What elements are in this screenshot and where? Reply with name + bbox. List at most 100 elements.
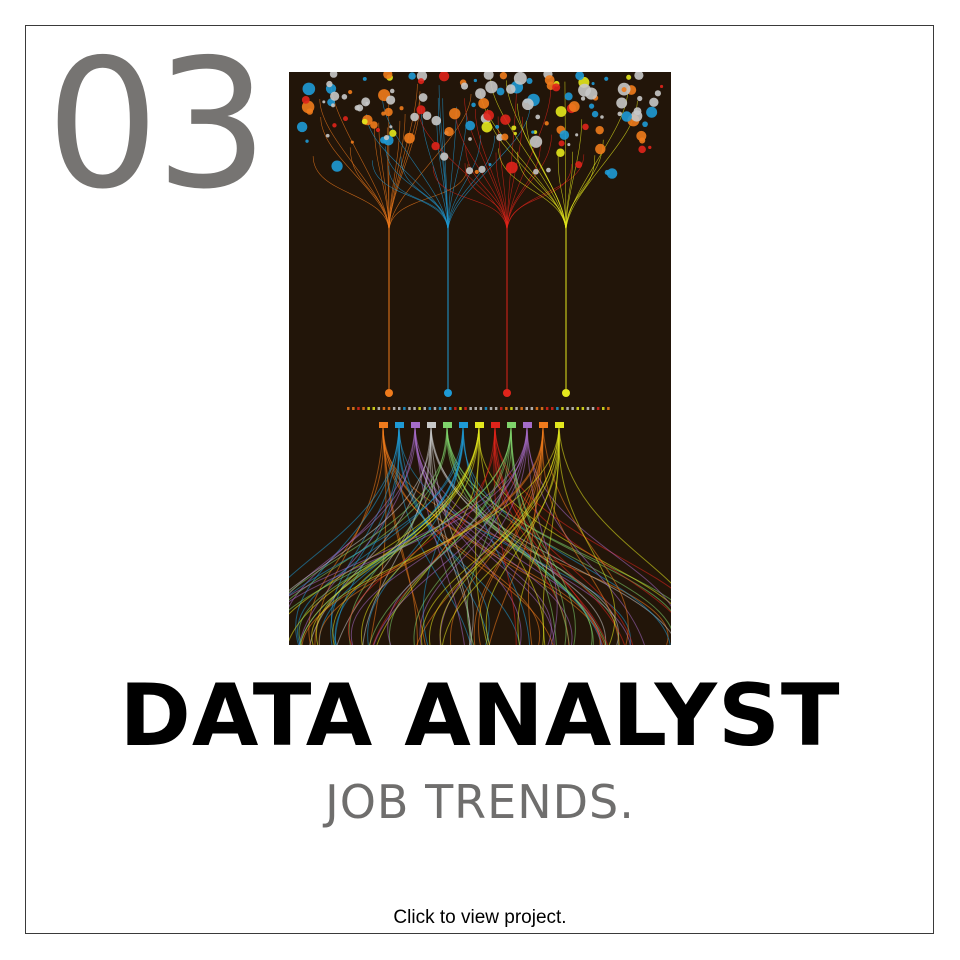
separator-tick (500, 407, 503, 410)
view-project-link[interactable]: Click to view project. (393, 907, 567, 928)
stream-line (289, 427, 432, 592)
data-flow-illustration[interactable] (289, 72, 671, 645)
data-dot (500, 114, 511, 125)
stream-line (289, 427, 416, 609)
stream-line (416, 427, 544, 645)
data-dot (499, 72, 508, 80)
data-dot (474, 169, 479, 175)
data-dot (473, 78, 478, 83)
data-dot (604, 169, 610, 175)
data-dot (496, 87, 505, 96)
stream-line (494, 427, 671, 613)
separator-tick (535, 407, 539, 410)
data-dot (440, 152, 449, 161)
stream-line (558, 427, 616, 645)
data-dot (559, 130, 570, 140)
stream-line (450, 427, 544, 645)
stream-head (555, 422, 564, 428)
data-dot (361, 97, 371, 107)
fan-line (506, 80, 567, 233)
data-dot (383, 134, 390, 141)
separator-tick (464, 407, 467, 410)
fan-line (372, 160, 449, 233)
data-dot (418, 78, 425, 85)
stream-line (350, 427, 528, 645)
separator-tick (561, 407, 564, 410)
separator-tick (586, 407, 590, 410)
stream-line (414, 427, 631, 645)
fan-line (498, 148, 567, 233)
data-dot (591, 110, 599, 118)
fan-line (474, 109, 508, 233)
stream-line (362, 427, 432, 645)
data-dot (404, 132, 415, 144)
data-dot (399, 106, 404, 111)
stream-line (289, 427, 400, 579)
stream-line (289, 427, 464, 596)
stream-head (523, 422, 532, 428)
data-dot (483, 72, 494, 80)
data-dot (522, 98, 534, 111)
separator-tick (576, 407, 579, 410)
data-dot (638, 145, 646, 154)
stream-line (429, 427, 473, 645)
fan-line (320, 116, 390, 233)
data-dot (649, 97, 659, 107)
stream-line (413, 427, 512, 645)
stream-line (348, 427, 448, 645)
stream-line (298, 427, 416, 645)
stream-line (493, 427, 570, 645)
fan-line (388, 102, 421, 233)
fan-line (490, 78, 567, 233)
separator-tick (454, 407, 457, 410)
data-dot (595, 143, 606, 155)
fan-line (447, 135, 481, 233)
stream-line (295, 427, 400, 645)
data-dot (465, 167, 474, 175)
stream-head (507, 422, 516, 428)
separator-tick (515, 407, 518, 410)
separator-tick (423, 407, 426, 410)
stream-line (510, 427, 567, 645)
data-dot (575, 72, 585, 81)
separator-tick (545, 407, 549, 410)
stream-line (485, 427, 560, 645)
data-dot (449, 107, 461, 120)
data-dot (296, 121, 308, 133)
data-dot (526, 77, 533, 84)
hub-node (503, 389, 511, 397)
data-dot (341, 94, 348, 100)
data-dot (386, 95, 396, 105)
data-dot (633, 107, 642, 116)
data-dot (485, 80, 498, 94)
stream-line (369, 427, 512, 645)
stream-line (558, 427, 671, 584)
stream-line (473, 427, 544, 645)
data-dot (383, 72, 393, 79)
fan-line (506, 143, 541, 233)
fan-line (517, 103, 567, 233)
separator-tick (408, 407, 411, 410)
fan-line (480, 90, 567, 233)
data-dot (471, 102, 476, 108)
separator-tick (357, 407, 360, 410)
fan-line (464, 98, 508, 233)
data-dot (408, 72, 416, 80)
stream-head (379, 422, 388, 428)
data-dot (348, 89, 353, 95)
stream-line (348, 427, 496, 645)
fan-line (421, 108, 449, 233)
data-dot (422, 111, 432, 121)
stream-head (443, 422, 452, 428)
fan-line (564, 81, 567, 233)
stream-line (301, 427, 544, 645)
stream-head (411, 422, 420, 428)
data-dot (588, 103, 595, 109)
stream-line (446, 427, 671, 630)
separator-tick (398, 407, 401, 410)
data-dot (495, 124, 500, 129)
fan-line (366, 114, 449, 233)
data-dot (481, 121, 493, 133)
separator-tick (372, 407, 375, 410)
separator-tick (556, 407, 559, 410)
